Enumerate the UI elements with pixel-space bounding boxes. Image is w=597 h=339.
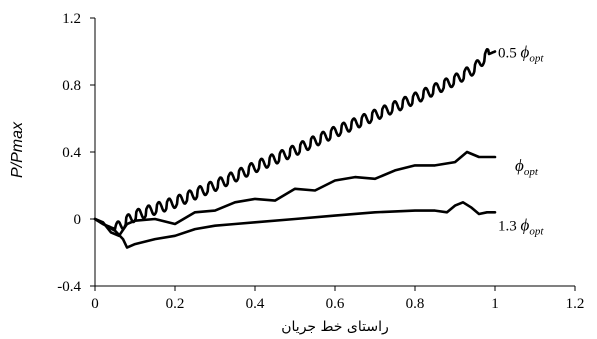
series-label-prefix: 0.5: [498, 46, 521, 62]
x-ticks: 0 0.2 0.4 0.6 0.8 1 1.2: [91, 286, 584, 312]
x-tick-label: 0: [91, 296, 99, 312]
x-tick-label: 0.8: [406, 296, 425, 312]
y-tick-label: 0: [74, 212, 82, 228]
series-label-2: 1.3 ϕopt: [498, 215, 544, 237]
x-tick-label: 0.6: [326, 296, 345, 312]
x-tick-label: 0.4: [246, 296, 265, 312]
series-label-0: 0.5 ϕopt: [498, 43, 544, 65]
y-tick-label: 0.8: [62, 78, 81, 94]
x-tick-label: 0.2: [166, 296, 185, 312]
y-tick-label: 1.2: [62, 11, 81, 27]
series-line-1: [93, 150, 497, 238]
phi-symbol: ϕ: [515, 156, 524, 175]
y-tick-label: -0.4: [57, 279, 81, 295]
series-lines: [93, 48, 497, 249]
phi-symbol: ϕ: [521, 215, 530, 234]
y-tick-label: 0.4: [62, 145, 81, 161]
series-label-prefix: 1.3: [498, 218, 521, 234]
series-label-subscript: opt: [524, 166, 539, 178]
x-tick-label: 1.2: [566, 296, 585, 312]
x-axis-label: راستای خط جریان: [281, 319, 389, 335]
series-label-1: ϕopt: [515, 156, 539, 178]
y-ticks: -0.4 0 0.4 0.8 1.2: [57, 11, 95, 295]
series-label-subscript: opt: [529, 225, 544, 237]
y-axis-label: P/Pmax: [9, 121, 26, 178]
series-line-2: [93, 201, 497, 249]
series-label-subscript: opt: [529, 53, 544, 65]
phi-symbol: ϕ: [521, 43, 530, 62]
x-tick-label: 1: [491, 296, 499, 312]
series-line-0: [93, 48, 497, 231]
